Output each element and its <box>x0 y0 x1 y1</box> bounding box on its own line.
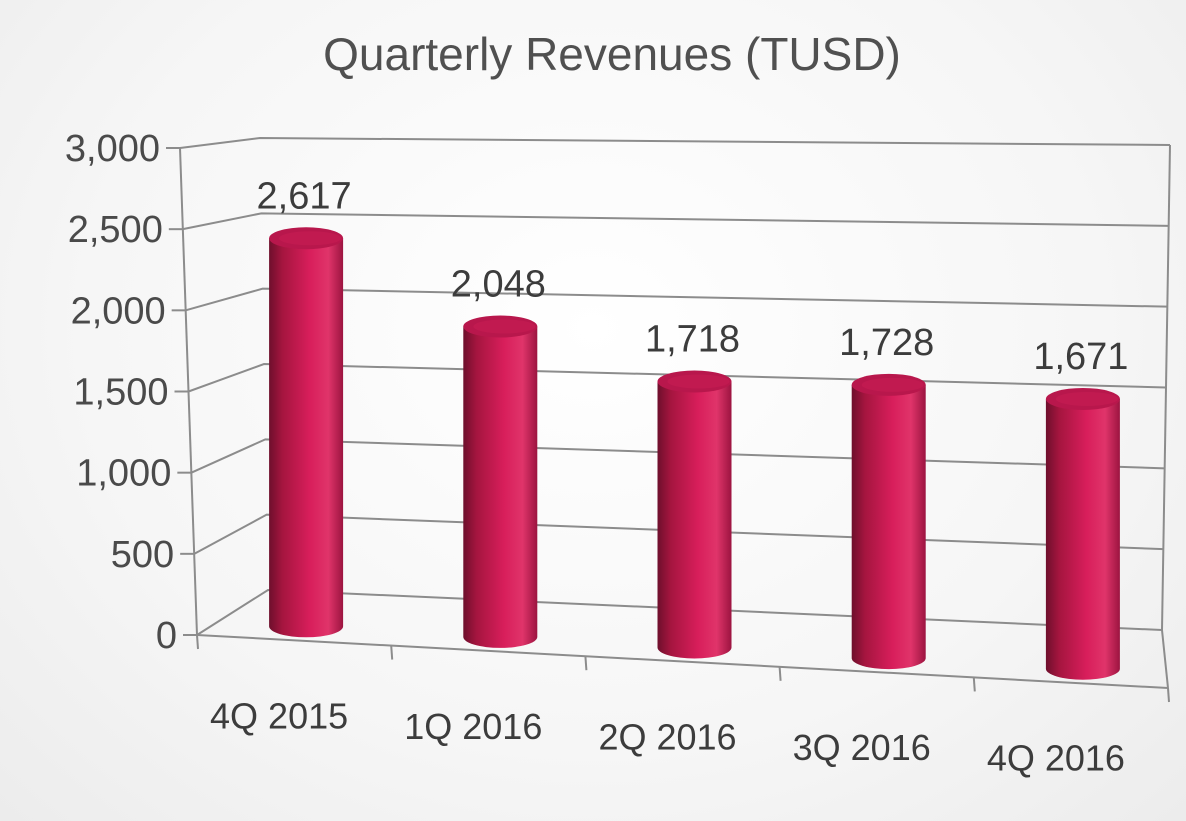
gridline <box>182 212 1169 231</box>
bar-1q-2016 <box>463 315 538 648</box>
y-axis-ticks: 0 500 1,000 1,500 2,000 2,500 3,000 <box>65 128 177 657</box>
x-tick-label: 2Q 2016 <box>598 717 736 758</box>
bar-body <box>851 384 926 670</box>
x-tick-label: 3Q 2016 <box>793 727 931 768</box>
gridline <box>179 136 1171 149</box>
data-labels: 2,617 2,048 1,718 1,728 1,671 <box>257 175 1129 378</box>
back-right-edge <box>1161 144 1171 631</box>
x-tick-mark <box>972 677 976 692</box>
data-label: 1,718 <box>645 318 740 360</box>
bar-top-highlight <box>279 231 342 246</box>
bars <box>269 227 1120 680</box>
y-tick-label: 500 <box>111 534 174 576</box>
y-tick-label: 1,500 <box>73 372 168 414</box>
y-tick-label: 3,000 <box>65 128 160 170</box>
x-axis-ticks: 4Q 2015 1Q 2016 2Q 2016 3Q 2016 4Q 2016 <box>210 695 1125 778</box>
x-tick-label: 4Q 2016 <box>987 738 1125 779</box>
bar-top-highlight <box>861 377 924 392</box>
bar-top-highlight <box>473 319 536 334</box>
x-tick-label: 1Q 2016 <box>404 706 542 747</box>
y-tick-label: 0 <box>156 615 177 657</box>
chart-title: Quarterly Revenues (TUSD) <box>323 28 901 80</box>
bar-top-highlight <box>1055 391 1118 406</box>
data-label: 1,728 <box>839 322 934 364</box>
y-axis-line <box>179 147 198 636</box>
y-tick-label: 1,000 <box>76 453 171 495</box>
bar-body <box>463 326 538 648</box>
grid-lines <box>166 136 1171 703</box>
data-label: 2,048 <box>451 264 546 306</box>
y-tick-label: 2,500 <box>68 209 163 251</box>
x-tick-label: 4Q 2015 <box>210 695 348 736</box>
x-tick-mark <box>1167 687 1170 703</box>
bar-body <box>269 238 344 638</box>
bar-top-highlight <box>667 374 730 389</box>
y-tick-label: 2,000 <box>71 290 166 332</box>
x-tick-mark <box>390 645 394 660</box>
floor-right-edge <box>1161 629 1169 689</box>
bar-4q-2015 <box>269 227 344 638</box>
bar-3q-2016 <box>851 373 926 670</box>
gridline <box>185 287 1168 312</box>
bar-2q-2016 <box>657 370 732 659</box>
bar-body <box>1045 398 1120 680</box>
x-tick-mark <box>778 666 782 681</box>
x-tick-mark <box>196 634 199 650</box>
bar-4q-2016 <box>1045 387 1120 680</box>
bar-body <box>657 381 732 659</box>
data-label: 2,617 <box>257 175 352 217</box>
x-axis-line <box>196 634 1169 689</box>
data-label: 1,671 <box>1033 336 1128 378</box>
x-tick-mark <box>584 656 588 671</box>
